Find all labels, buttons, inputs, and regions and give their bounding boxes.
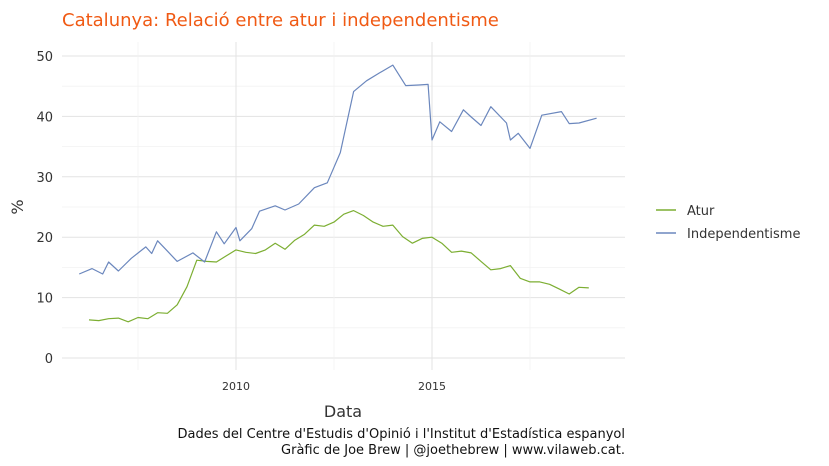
y-tick-label: 50 — [36, 50, 53, 65]
series-line-independentisme — [78, 64, 597, 275]
series-layer — [78, 64, 597, 323]
legend-label-atur: Atur — [687, 204, 715, 219]
y-tick-label: 30 — [36, 171, 53, 186]
chart-title: Catalunya: Relació entre atur i independ… — [62, 10, 499, 31]
y-tick-label: 40 — [36, 110, 53, 125]
grid — [62, 42, 625, 370]
x-axis-title: Data — [324, 402, 362, 421]
y-axis-title: % — [8, 199, 27, 214]
x-tick-labels: 2010 2015 — [222, 380, 446, 393]
caption-source: Dades del Centre d'Estudis d'Opinió i l'… — [177, 427, 625, 442]
y-tick-labels: 0 10 20 30 40 50 — [36, 50, 53, 367]
y-tick-label: 20 — [36, 231, 53, 246]
x-tick-label: 2010 — [222, 380, 250, 393]
y-tick-label: 0 — [45, 352, 53, 367]
series-line-atur — [88, 210, 589, 323]
legend: Atur Independentisme — [656, 204, 800, 242]
x-tick-label: 2015 — [418, 380, 446, 393]
caption-credit: Gràfic de Joe Brew | @joethebrew | www.v… — [281, 443, 625, 458]
legend-label-independentisme: Independentisme — [687, 227, 800, 242]
y-tick-label: 10 — [36, 292, 53, 307]
